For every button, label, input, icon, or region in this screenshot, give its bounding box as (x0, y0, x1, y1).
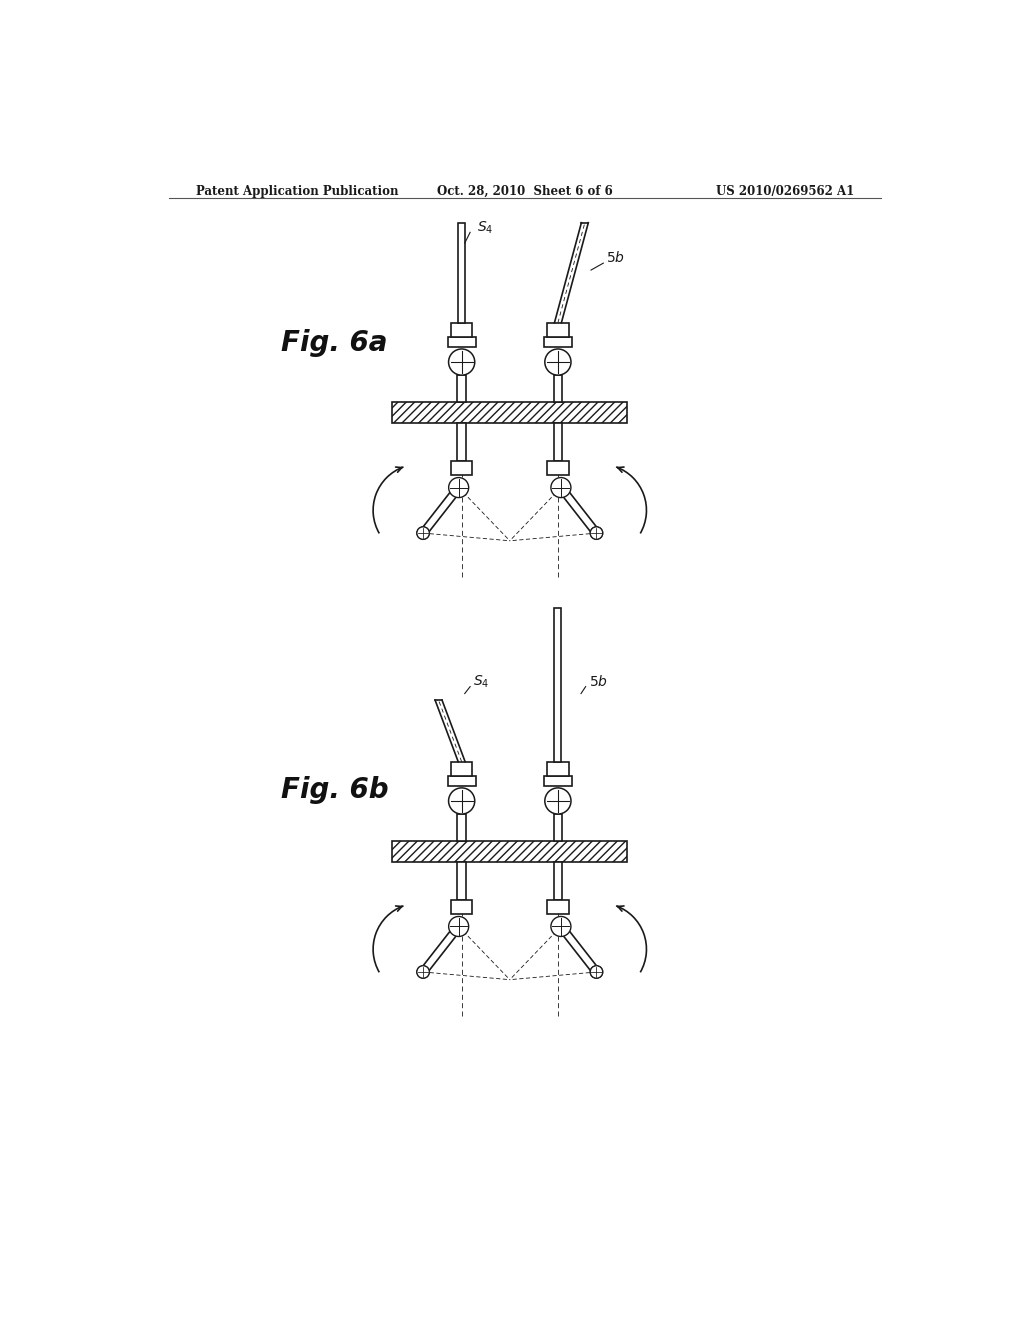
Text: $5\mathit{b}$: $5\mathit{b}$ (589, 673, 607, 689)
Circle shape (449, 478, 469, 498)
Circle shape (417, 527, 429, 540)
Text: Oct. 28, 2010  Sheet 6 of 6: Oct. 28, 2010 Sheet 6 of 6 (437, 185, 612, 198)
Bar (547, 323, 568, 337)
Bar (554, 607, 561, 762)
Bar (544, 776, 571, 787)
Circle shape (417, 966, 429, 978)
Bar (544, 337, 571, 347)
Text: Fig. 6b: Fig. 6b (281, 776, 388, 804)
Circle shape (545, 348, 571, 375)
Bar (458, 422, 466, 462)
Bar (451, 900, 472, 915)
Bar (547, 762, 568, 776)
Bar (451, 762, 472, 776)
Text: US 2010/0269562 A1: US 2010/0269562 A1 (716, 185, 854, 198)
Bar (458, 814, 466, 841)
Bar (554, 375, 562, 403)
Circle shape (545, 788, 571, 814)
Bar (392, 403, 628, 422)
Circle shape (449, 788, 475, 814)
Circle shape (590, 966, 603, 978)
Circle shape (449, 348, 475, 375)
Text: $S_4$: $S_4$ (473, 673, 489, 690)
Text: Fig. 6a: Fig. 6a (281, 329, 387, 356)
Circle shape (551, 478, 571, 498)
Bar (451, 462, 472, 475)
Bar (392, 841, 628, 862)
Bar (447, 337, 475, 347)
Circle shape (590, 527, 603, 540)
Circle shape (417, 966, 429, 978)
Bar (451, 323, 472, 337)
Bar (458, 375, 466, 403)
Bar (554, 422, 562, 462)
Bar (447, 776, 475, 787)
Circle shape (590, 527, 603, 540)
Bar (547, 900, 568, 915)
Circle shape (590, 966, 603, 978)
Bar (554, 862, 562, 900)
Circle shape (417, 527, 429, 540)
Bar (458, 223, 465, 323)
Text: Patent Application Publication: Patent Application Publication (196, 185, 398, 198)
Bar (554, 814, 562, 841)
Circle shape (551, 916, 571, 936)
Circle shape (449, 916, 469, 936)
Bar (547, 462, 568, 475)
Text: $S_4$: $S_4$ (477, 219, 494, 236)
Bar (458, 862, 466, 900)
Text: $5\mathit{b}$: $5\mathit{b}$ (606, 251, 626, 265)
